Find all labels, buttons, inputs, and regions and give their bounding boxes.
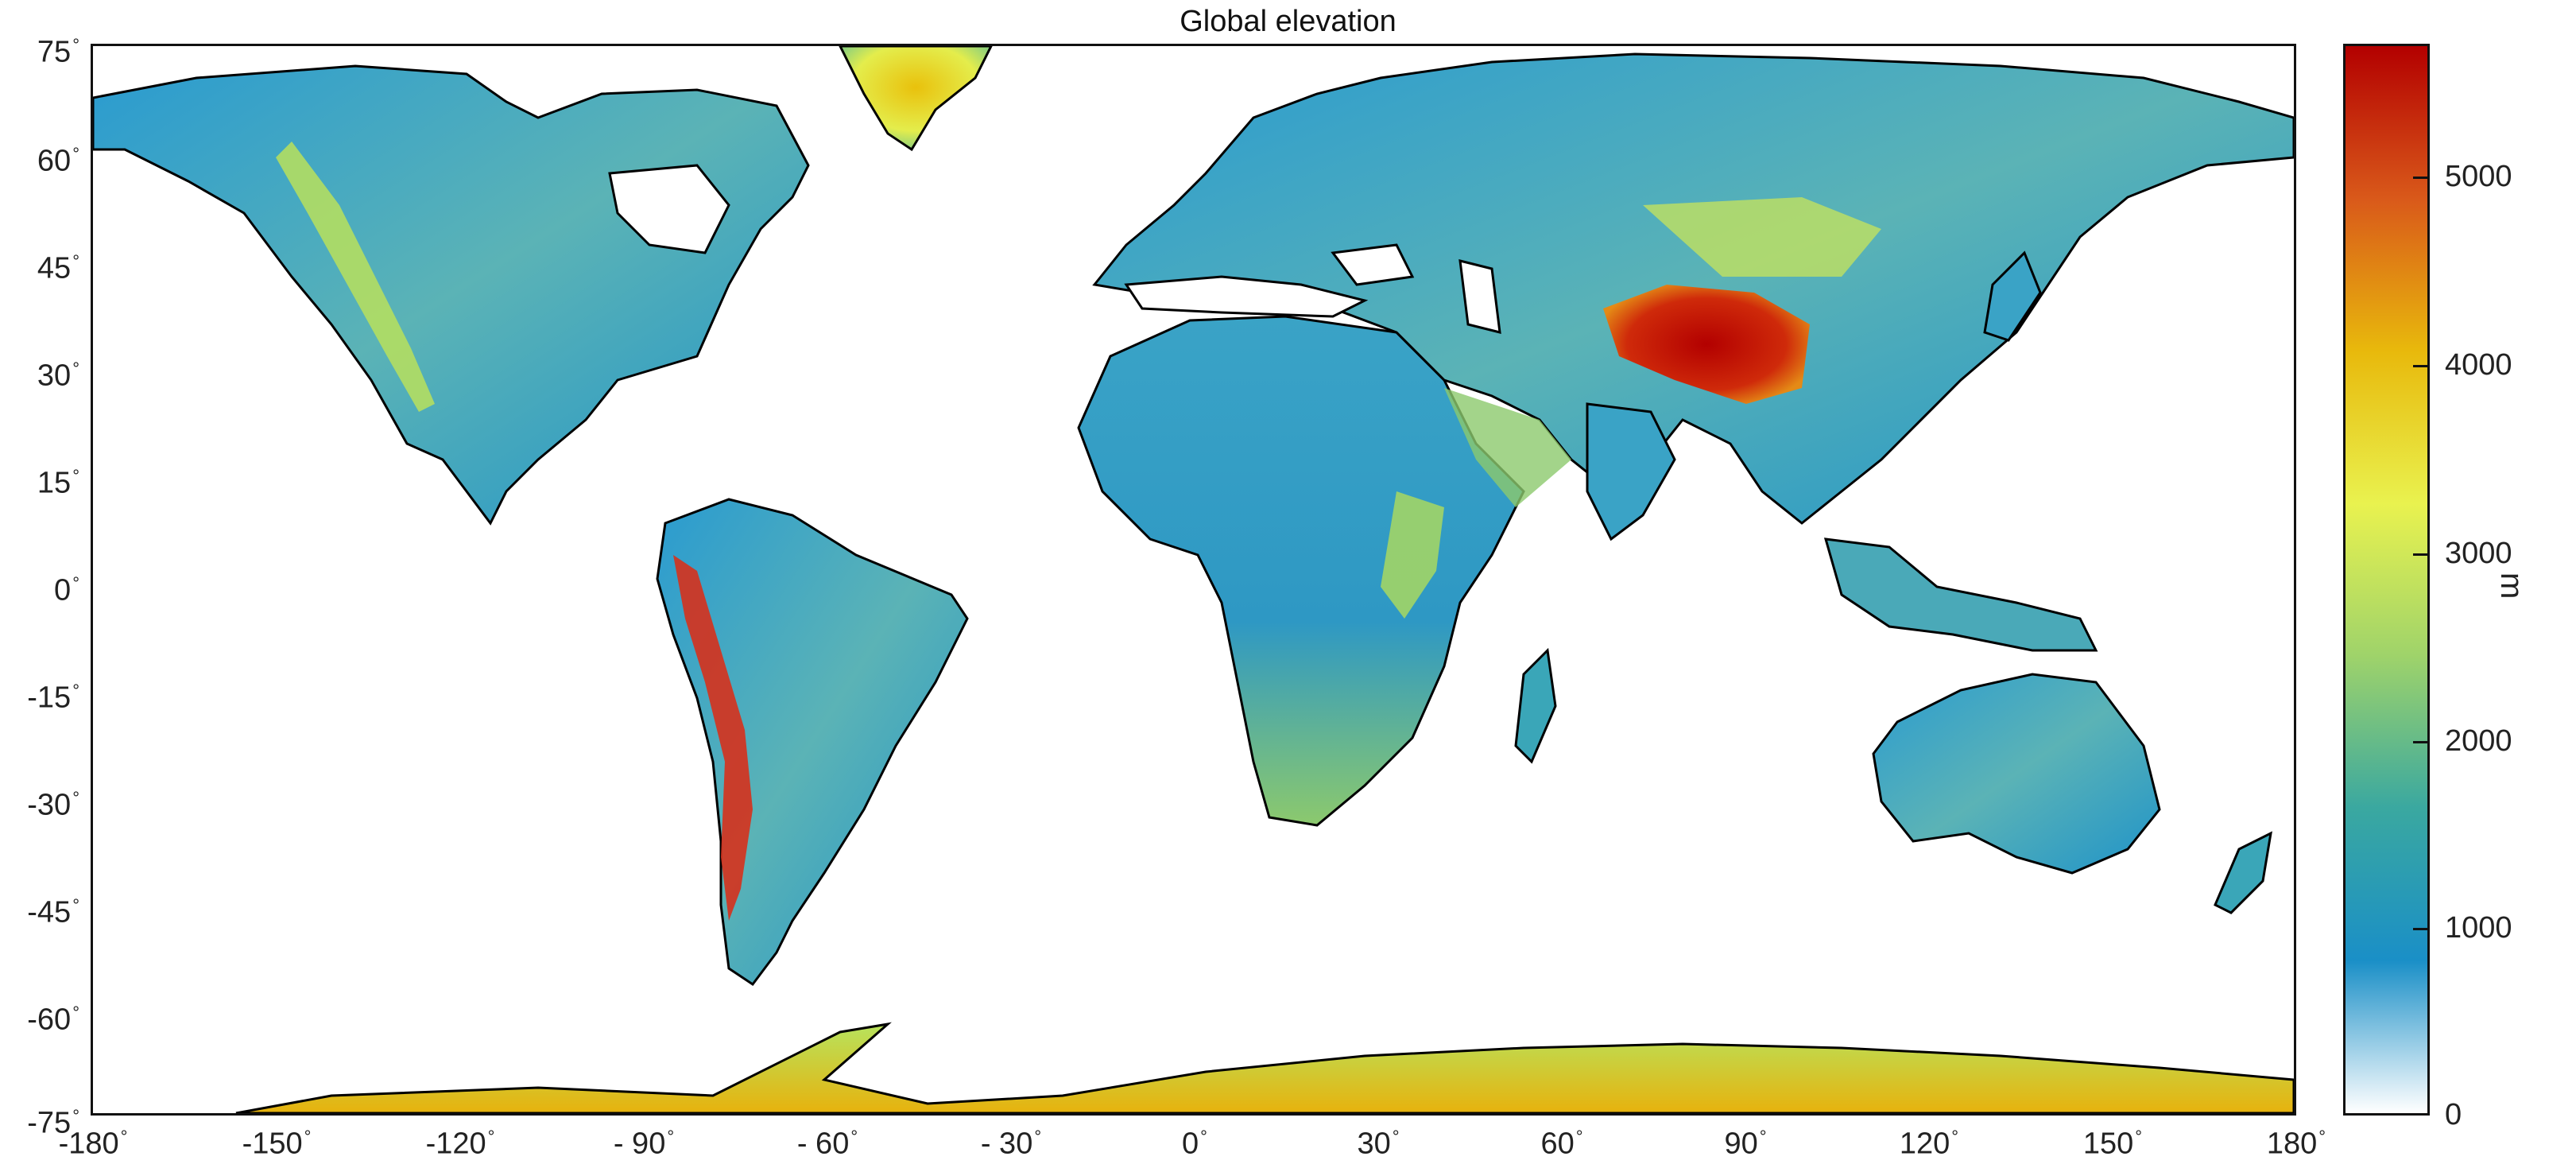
y-tick: 45° — [37, 251, 79, 285]
colorbar-tick: 2000 — [2445, 724, 2512, 758]
x-tick: 0° — [1182, 1127, 1207, 1161]
landmass-australia — [1872, 673, 2161, 875]
colorbar-tick-mark — [2413, 365, 2430, 367]
mediterranean — [1124, 275, 1369, 318]
landmass-greenland — [839, 46, 993, 152]
x-tick: 30° — [1357, 1127, 1400, 1161]
landmass-antarctica — [235, 1022, 2294, 1113]
x-tick: 120° — [1899, 1127, 1959, 1161]
tibetan-plateau — [1603, 285, 1810, 404]
colorbar-tick: 5000 — [2445, 160, 2512, 193]
hudson-bay — [608, 164, 730, 254]
japan — [1983, 250, 2042, 342]
colorbar-tick-mark — [2413, 177, 2430, 179]
landmass-north-america — [93, 64, 810, 526]
y-tick: 30° — [37, 359, 79, 393]
elevation-map — [93, 46, 2294, 1113]
islands-southeast-asia — [1823, 537, 2098, 652]
x-tick: 90° — [1724, 1127, 1767, 1161]
colorbar-tick: 0 — [2445, 1098, 2462, 1131]
india — [1586, 402, 1676, 541]
map-title: Global elevation — [1180, 5, 1396, 38]
x-tick: - 60° — [796, 1127, 858, 1161]
x-tick: -150° — [242, 1127, 312, 1161]
x-tick: 60° — [1540, 1127, 1583, 1161]
caspian-sea — [1458, 259, 1501, 334]
y-tick: 60° — [37, 144, 79, 178]
x-tick: -120° — [425, 1127, 495, 1161]
black-sea — [1331, 243, 1415, 286]
x-tick: - 90° — [613, 1127, 675, 1161]
east-african-highlands — [1381, 491, 1444, 619]
x-tick: -180° — [58, 1127, 128, 1161]
x-tick: 180° — [2266, 1127, 2326, 1161]
y-tick: 0° — [54, 573, 79, 607]
madagascar — [1514, 647, 1557, 764]
map-plot-area[interactable] — [91, 44, 2296, 1116]
colorbar-tick-mark — [2413, 741, 2430, 743]
x-tick: 150° — [2082, 1127, 2143, 1161]
colorbar-tick-mark — [2413, 553, 2430, 556]
rockies-ridge — [276, 142, 435, 412]
mongolian-plateau — [1643, 197, 1881, 277]
colorbar-tick: 1000 — [2445, 911, 2512, 945]
andes-ridge — [673, 555, 753, 921]
new-zealand — [2214, 831, 2272, 914]
arabia-highlands — [1444, 388, 1571, 507]
y-tick: -45° — [27, 895, 79, 929]
colorbar — [2343, 44, 2430, 1116]
y-tick: -75° — [27, 1106, 79, 1140]
colorbar-tick: 4000 — [2445, 348, 2512, 382]
colorbar-tick: 3000 — [2445, 537, 2512, 570]
colorbar-label: m — [2494, 572, 2529, 600]
x-tick: - 30° — [980, 1127, 1042, 1161]
y-tick: -60° — [27, 1003, 79, 1037]
y-tick: -15° — [27, 681, 79, 715]
y-tick: 75° — [37, 35, 79, 69]
y-tick: 15° — [37, 466, 79, 500]
landmass-south-america — [656, 498, 969, 987]
y-tick: -30° — [27, 788, 79, 822]
colorbar-tick-mark — [2413, 928, 2430, 930]
